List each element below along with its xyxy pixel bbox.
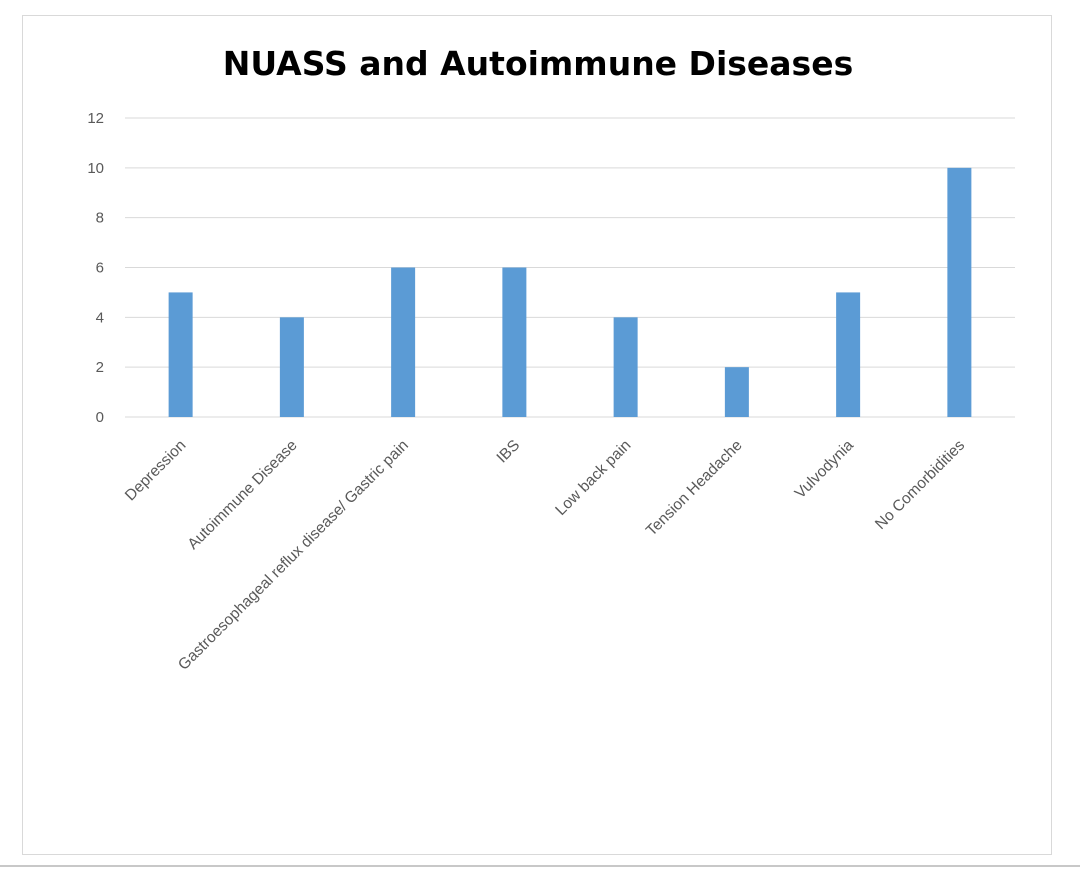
bar-0 (168, 292, 193, 417)
bar-4 (613, 317, 638, 417)
y-tick-label: 8 (96, 210, 104, 227)
bar-1 (279, 317, 304, 417)
chart-title: NUASS and Autoimmune Diseases (223, 44, 853, 83)
x-category-label: Vulvodynia (792, 437, 858, 503)
bar-2 (391, 267, 416, 417)
y-tick-label: 12 (87, 110, 104, 127)
bars (168, 167, 972, 417)
x-category-label: Tension Headache (643, 437, 746, 540)
y-tick-label: 6 (96, 260, 104, 277)
x-category-label: Depression (122, 437, 189, 504)
bar-6 (836, 292, 861, 417)
bar-3 (502, 267, 527, 417)
x-category-label: Gastroesophageal reflux disease/ Gastric… (175, 437, 412, 674)
y-tick-label: 10 (87, 160, 104, 177)
x-category-label: Autoimmune Disease (185, 437, 301, 553)
x-category-label: Low back pain (552, 437, 634, 519)
x-category-label: No Comorbidities (872, 437, 968, 533)
y-tick-label: 4 (96, 309, 104, 326)
y-tick-label: 0 (96, 409, 104, 426)
bottom-rule (0, 865, 1080, 867)
chart-frame (22, 15, 1052, 855)
x-category-label: IBS (494, 437, 524, 467)
bar-7 (947, 167, 972, 417)
gridlines (125, 117, 1015, 418)
y-axis-tick-labels: 0 2 4 6 8 10 12 (87, 110, 104, 426)
y-tick-label: 2 (96, 359, 104, 376)
bar-5 (724, 367, 749, 417)
